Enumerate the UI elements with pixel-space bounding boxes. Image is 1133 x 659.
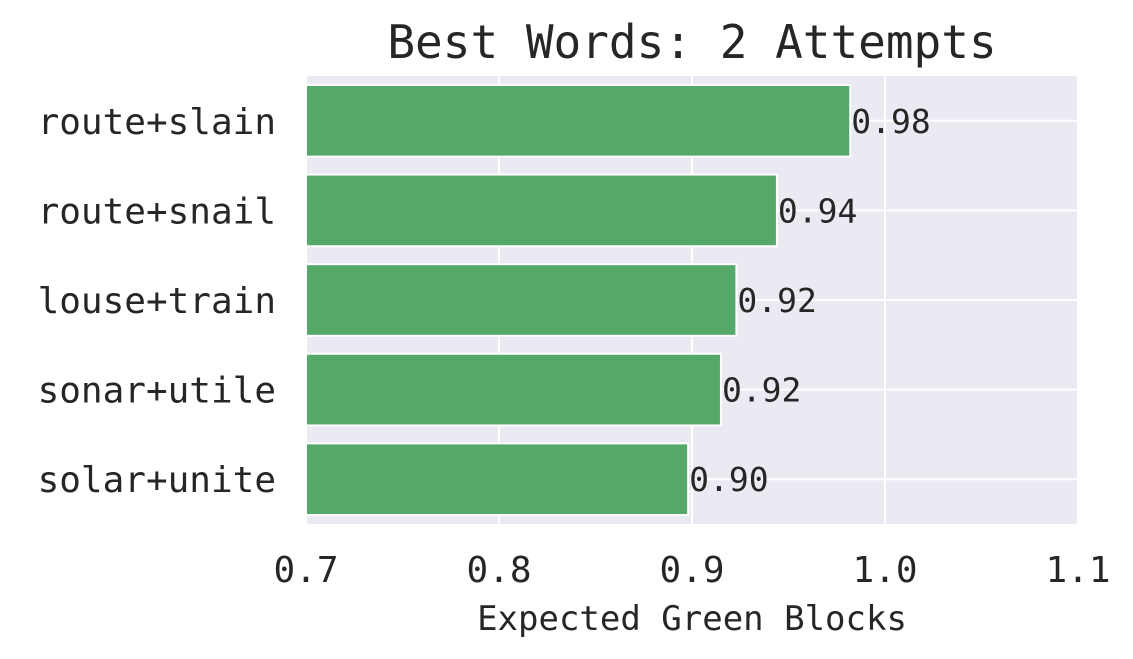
value-labels: 0.98 0.94 0.92 0.92 0.90 (689, 102, 931, 499)
x-tick-label: 1.1 (1045, 550, 1110, 591)
category-label: route+slain (38, 102, 276, 143)
bar (305, 442, 690, 517)
bar (305, 83, 852, 158)
category-label: route+snail (38, 191, 276, 232)
bar-value-label: 0.98 (851, 102, 930, 141)
bar-value-label: 0.90 (689, 460, 768, 499)
chart-title: Best Words: 2 Attempts (387, 15, 996, 69)
bar-value-label: 0.92 (722, 371, 801, 410)
bar (305, 173, 778, 248)
category-label: sonar+utile (38, 371, 276, 412)
bar-value-label: 0.92 (737, 281, 816, 320)
x-tick-label: 0.9 (659, 550, 724, 591)
x-tick-labels: 0.7 0.8 0.9 1.0 1.1 (273, 550, 1110, 591)
x-tick-label: 0.8 (466, 550, 531, 591)
category-label: solar+unite (38, 460, 276, 501)
bar (305, 263, 738, 337)
x-tick-label: 1.0 (852, 550, 917, 591)
category-labels: route+slain route+snail louse+train sonar+u… (38, 102, 276, 501)
bars (305, 83, 852, 517)
category-label: louse+train (38, 281, 276, 322)
bar-value-label: 0.94 (778, 191, 857, 230)
x-axis-label: Expected Green Blocks (477, 599, 907, 639)
x-tick-label: 0.7 (273, 550, 338, 591)
bar (305, 352, 722, 427)
